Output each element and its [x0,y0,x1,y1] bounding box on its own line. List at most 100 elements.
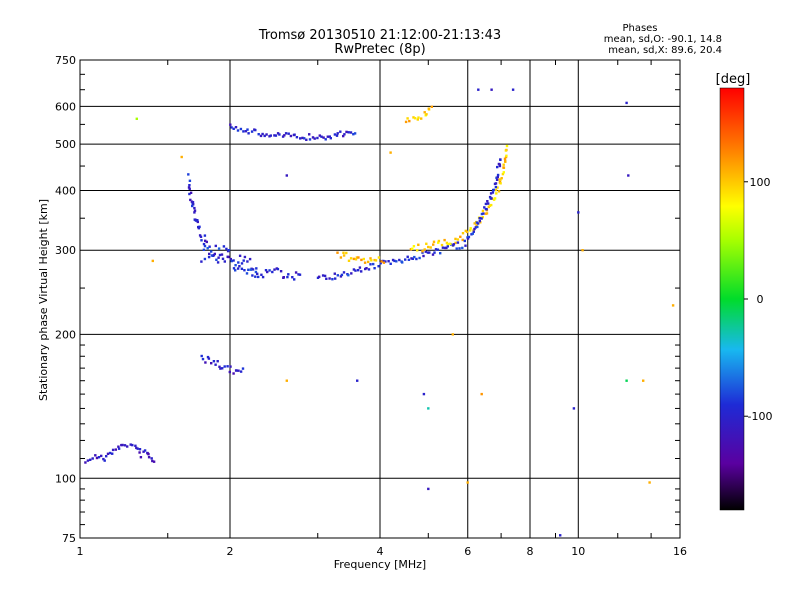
data-point [511,88,515,91]
data-point [458,247,461,250]
data-point [328,135,331,138]
x-tick-label: 10 [571,545,585,558]
data-point [210,362,213,365]
data-point [329,137,332,140]
data-point [196,219,199,222]
data-point [452,243,456,246]
data-point [227,255,230,259]
data-point [91,457,94,460]
data-point [210,250,213,253]
data-point [345,130,348,134]
data-point [387,260,390,263]
y-tick-label: 600 [55,100,76,113]
data-point [95,456,99,460]
data-point [423,111,426,114]
y-axis-label: Stationary phase Virtual Height [km] [37,199,50,401]
data-point [336,251,339,254]
data-point [352,257,356,261]
data-point [251,268,255,271]
data-point [480,212,484,216]
data-point [316,136,319,140]
data-point [188,179,192,182]
data-point [200,239,203,242]
data-point [357,269,360,272]
data-point [479,221,482,224]
data-point [325,277,328,280]
data-point [466,237,470,240]
data-point [136,447,139,450]
data-point [205,240,208,244]
data-point [360,270,363,273]
data-point [273,134,276,137]
data-point [469,229,472,232]
data-point [410,257,413,260]
data-point [196,220,199,224]
data-point [423,248,426,251]
data-point [432,240,436,243]
data-point [398,258,401,262]
data-point [471,232,474,235]
data-point [285,174,288,177]
data-point [373,258,376,262]
data-point [498,163,501,166]
data-point [495,178,499,181]
data-point [208,252,211,256]
data-point [501,172,505,176]
data-point [257,275,260,279]
data-point [108,451,112,455]
data-point [454,237,457,241]
data-point [425,242,428,245]
data-point [335,134,339,137]
data-point [347,274,350,277]
data-point [273,268,276,271]
data-point [434,248,438,251]
data-point [625,379,628,382]
data-point [418,256,421,260]
data-point [559,534,562,537]
data-point [431,253,435,256]
colorbar-unit: [deg] [716,72,751,87]
data-point [197,227,201,230]
data-point [236,267,240,270]
data-point [247,268,250,271]
data-point [491,191,495,194]
data-point [180,155,183,159]
data-point [279,270,283,273]
data-point [328,277,331,280]
data-point [188,187,191,190]
colorbar-tick-label: -100 [748,410,773,423]
data-point [215,258,218,261]
data-point [492,188,495,192]
data-point [499,182,502,185]
data-point [239,127,243,131]
data-point [369,263,372,266]
data-point [648,481,651,484]
data-point [456,238,460,241]
data-point [257,133,260,136]
data-point [421,250,424,253]
data-point [421,251,424,254]
x-tick-label: 6 [464,545,471,558]
data-point [294,271,298,274]
data-point [408,119,411,123]
data-point [214,244,217,248]
data-point [213,252,216,256]
data-point [282,276,285,279]
data-point [470,233,473,236]
data-point [476,225,479,229]
data-point [379,262,382,265]
data-point [490,203,493,207]
data-point [481,216,484,219]
data-point [191,204,194,208]
data-point [259,134,263,138]
data-point [198,234,202,237]
data-point [204,239,207,242]
data-point [581,249,584,252]
data-point [352,268,356,271]
colorbar-ticks: 100 0 -100 [744,176,772,423]
data-point [261,275,265,279]
data-point [207,255,211,259]
data-point [406,117,409,120]
data-point [417,243,420,246]
